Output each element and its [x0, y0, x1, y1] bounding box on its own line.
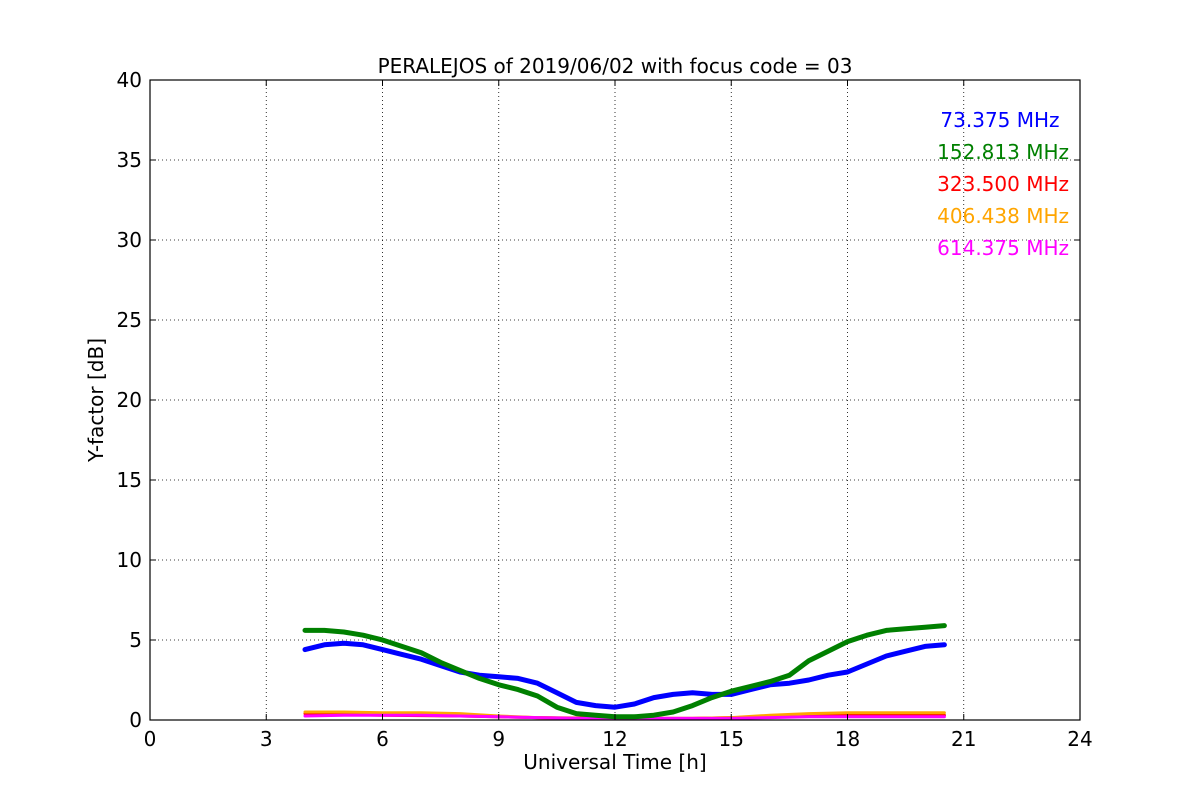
- y-tick-label: 5: [129, 628, 142, 652]
- y-tick-label: 25: [117, 308, 142, 332]
- legend-entry: 73.375 MHz: [940, 108, 1059, 132]
- series-line-0: [302, 640, 947, 710]
- y-tick-label: 20: [117, 388, 142, 412]
- series-line-1: [302, 623, 947, 720]
- x-tick-label: 18: [835, 727, 860, 751]
- series-layer: [302, 623, 947, 720]
- x-tick-label: 15: [719, 727, 744, 751]
- x-tick-label: 21: [951, 727, 976, 751]
- x-tick-label: 0: [144, 727, 157, 751]
- x-axis-label: Universal Time [h]: [523, 750, 706, 774]
- axis-ticks: 0 3 6 9 12 15 18 21 24 0 5 10 15 20 25 30 35 40: [117, 68, 1093, 751]
- y-tick-label: 40: [117, 68, 142, 92]
- x-tick-label: 3: [260, 727, 273, 751]
- y-axis-label: Y-factor [dB]: [84, 338, 108, 463]
- y-tick-label: 15: [117, 468, 142, 492]
- legend-entry: 323.500 MHz: [937, 172, 1069, 196]
- x-tick-label: 24: [1067, 727, 1092, 751]
- x-tick-label: 9: [492, 727, 505, 751]
- chart-title: PERALEJOS of 2019/06/02 with focus code …: [378, 54, 853, 78]
- legend: 73.375 MHz 152.813 MHz 323.500 MHz 406.438 …: [937, 108, 1069, 260]
- y-tick-label: 10: [117, 548, 142, 572]
- y-tick-label: 30: [117, 228, 142, 252]
- legend-entry: 614.375 MHz: [937, 236, 1069, 260]
- x-tick-label: 12: [602, 727, 627, 751]
- y-tick-label: 35: [117, 148, 142, 172]
- y-tick-label: 0: [129, 708, 142, 732]
- legend-entry: 152.813 MHz: [937, 140, 1069, 164]
- x-tick-label: 6: [376, 727, 389, 751]
- legend-entry: 406.438 MHz: [937, 204, 1069, 228]
